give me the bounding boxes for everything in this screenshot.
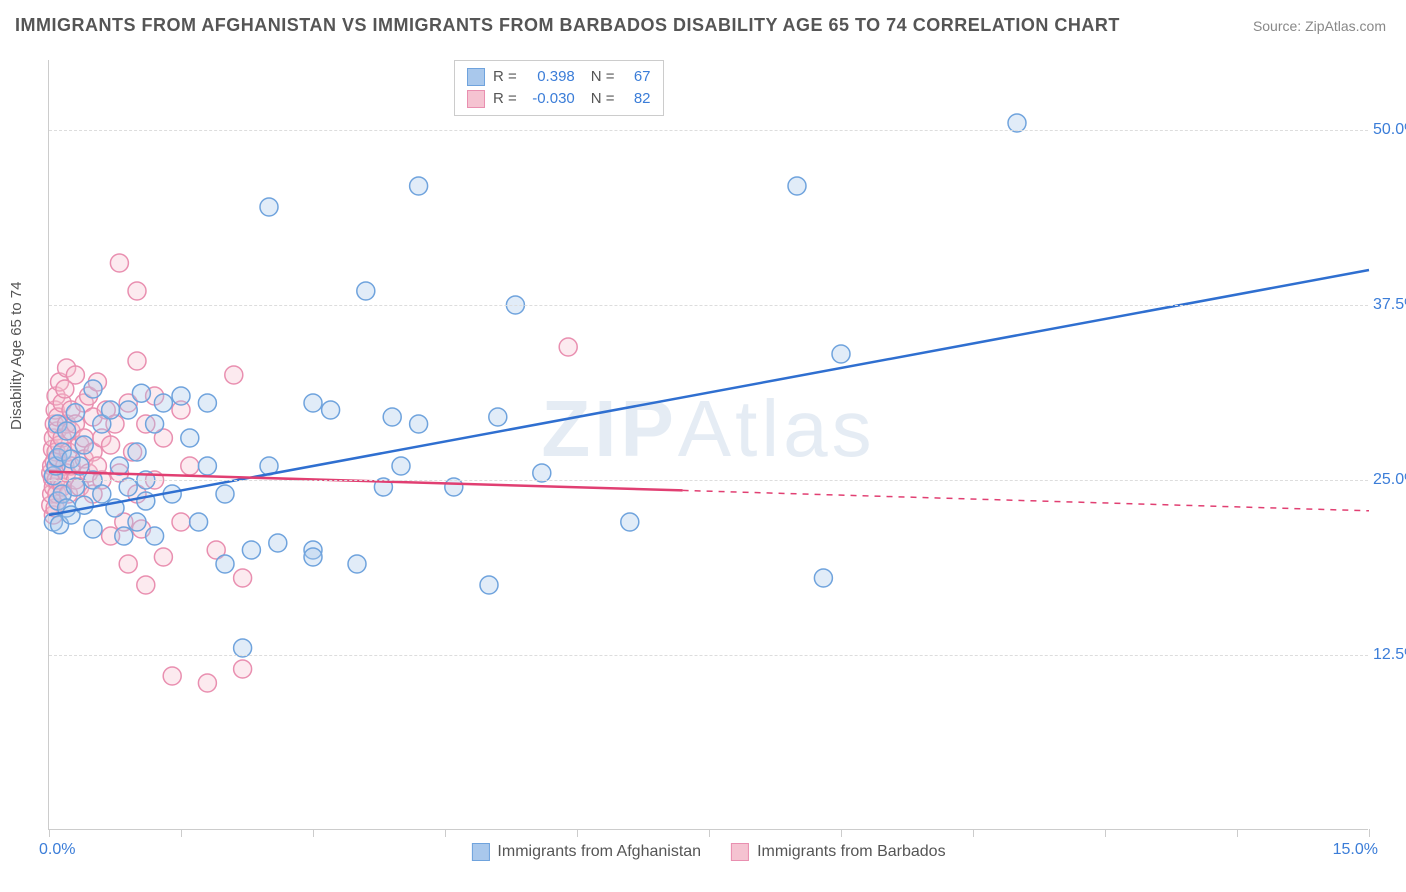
source-attribution: Source: ZipAtlas.com bbox=[1253, 18, 1386, 34]
y-tick-label: 37.5% bbox=[1373, 296, 1406, 314]
chart-title: IMMIGRANTS FROM AFGHANISTAN VS IMMIGRANT… bbox=[15, 15, 1120, 36]
scatter-chart bbox=[49, 60, 1369, 830]
y-axis-label: Disability Age 65 to 74 bbox=[8, 282, 25, 430]
x-tick bbox=[445, 829, 446, 837]
plot-area: ZIPAtlas R = 0.398 N = 67 R = -0.030 N =… bbox=[48, 60, 1368, 830]
x-tick bbox=[841, 829, 842, 837]
x-tick bbox=[973, 829, 974, 837]
legend-swatch-icon bbox=[731, 843, 749, 861]
gridline bbox=[49, 480, 1368, 481]
legend-row-series-1: R = 0.398 N = 67 bbox=[467, 66, 651, 88]
legend-item-series-1: Immigrants from Afghanistan bbox=[471, 843, 701, 861]
series-legend: Immigrants from Afghanistan Immigrants f… bbox=[471, 843, 945, 861]
gridline bbox=[49, 655, 1368, 656]
gridline bbox=[49, 130, 1368, 131]
y-tick-label: 50.0% bbox=[1373, 121, 1406, 139]
x-tick bbox=[577, 829, 578, 837]
legend-swatch-icon bbox=[467, 90, 485, 108]
x-tick bbox=[181, 829, 182, 837]
x-tick bbox=[313, 829, 314, 837]
correlation-legend: R = 0.398 N = 67 R = -0.030 N = 82 bbox=[454, 60, 664, 116]
legend-row-series-2: R = -0.030 N = 82 bbox=[467, 88, 651, 110]
x-tick bbox=[1237, 829, 1238, 837]
y-tick-label: 12.5% bbox=[1373, 646, 1406, 664]
legend-swatch-icon bbox=[467, 68, 485, 86]
x-tick bbox=[709, 829, 710, 837]
y-tick-label: 25.0% bbox=[1373, 471, 1406, 489]
legend-item-series-2: Immigrants from Barbados bbox=[731, 843, 946, 861]
legend-swatch-icon bbox=[471, 843, 489, 861]
x-tick bbox=[49, 829, 50, 837]
x-tick bbox=[1105, 829, 1106, 837]
gridline bbox=[49, 305, 1368, 306]
x-axis-max-label: 15.0% bbox=[1333, 841, 1378, 859]
x-axis-min-label: 0.0% bbox=[39, 841, 75, 859]
x-tick bbox=[1369, 829, 1370, 837]
